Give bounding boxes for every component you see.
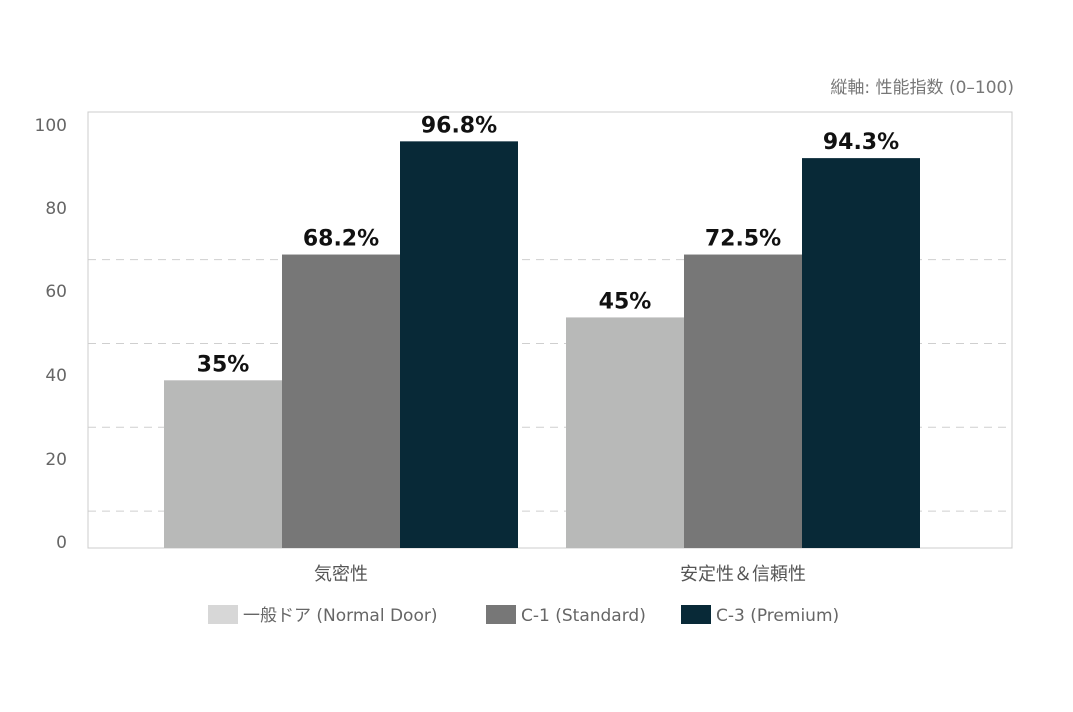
x-category-label: 気密性 bbox=[314, 564, 368, 585]
data-label: 94.3% bbox=[823, 130, 899, 155]
y-tick-label: 80 bbox=[45, 199, 67, 219]
bar bbox=[400, 141, 518, 548]
y-axis-label: 縦軸: 性能指数 (0–100) bbox=[830, 78, 1014, 98]
data-label: 35% bbox=[197, 352, 250, 377]
legend-label: 一般ドア (Normal Door) bbox=[243, 606, 437, 626]
legend-label: C-1 (Standard) bbox=[521, 606, 646, 626]
plot-area-frame bbox=[87, 111, 1013, 549]
legend-swatch bbox=[681, 605, 711, 624]
data-label: 68.2% bbox=[303, 227, 379, 252]
x-category-label: 安定性＆信頼性 bbox=[680, 564, 806, 585]
y-axis-ticks: 0 20 40 60 80 100 bbox=[35, 116, 67, 553]
bar bbox=[802, 158, 920, 548]
data-label: 45% bbox=[599, 289, 652, 314]
y-tick-label: 0 bbox=[56, 533, 67, 553]
bar bbox=[684, 254, 802, 549]
x-axis-categories: 気密性 安定性＆信頼性 bbox=[314, 564, 806, 585]
y-tick-label: 100 bbox=[35, 116, 67, 136]
bar bbox=[566, 317, 684, 548]
y-tick-label: 60 bbox=[45, 282, 67, 302]
bar bbox=[282, 254, 400, 549]
legend: 一般ドア (Normal Door) C-1 (Standard) C-3 (Pre… bbox=[208, 605, 839, 626]
data-label: 96.8% bbox=[421, 113, 497, 138]
bar bbox=[164, 380, 282, 548]
legend-swatch bbox=[486, 605, 516, 624]
y-tick-label: 40 bbox=[45, 366, 67, 386]
legend-label: C-3 (Premium) bbox=[716, 606, 839, 626]
y-tick-label: 20 bbox=[45, 450, 67, 470]
data-labels: 35% 68.2% 96.8% 45% 72.5% 94.3% bbox=[197, 113, 900, 377]
data-label: 72.5% bbox=[705, 227, 781, 252]
bars bbox=[164, 141, 920, 549]
legend-swatch bbox=[208, 605, 238, 624]
